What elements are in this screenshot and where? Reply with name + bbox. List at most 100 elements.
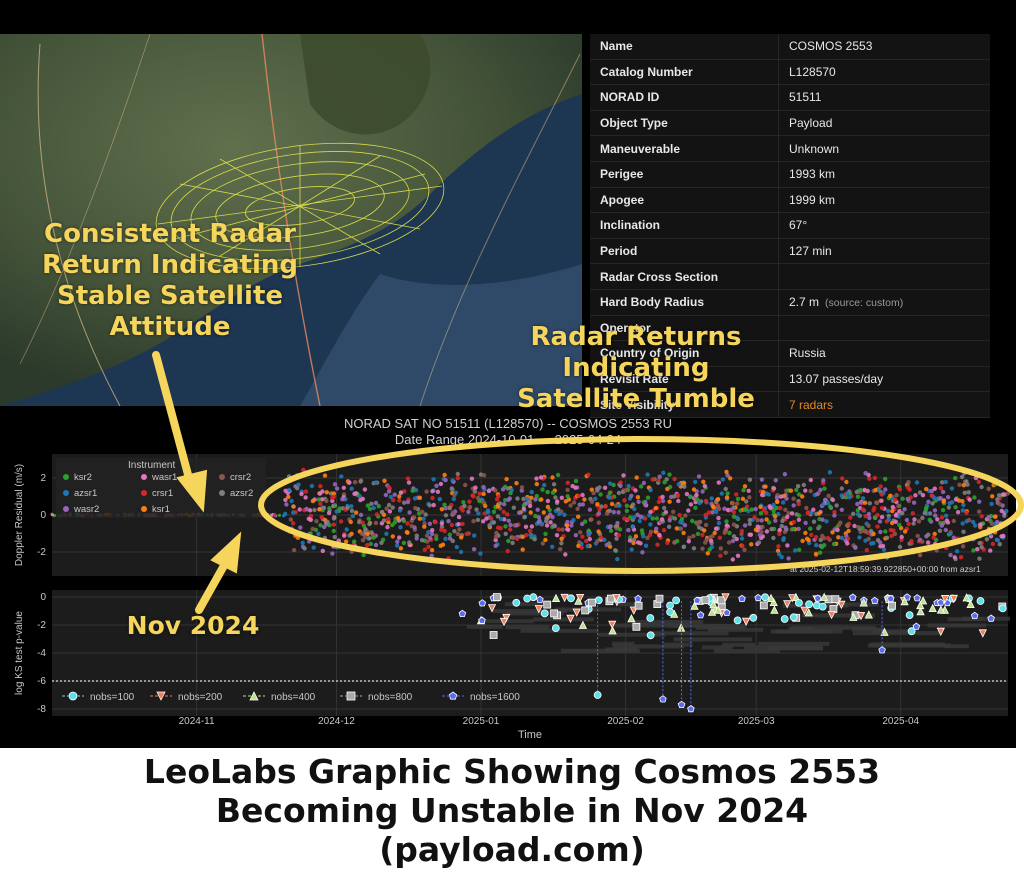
doppler-point xyxy=(443,513,449,518)
doppler-point xyxy=(832,509,837,515)
doppler-point xyxy=(808,526,813,531)
doppler-point xyxy=(495,514,501,519)
doppler-point xyxy=(682,484,687,489)
doppler-point xyxy=(626,527,631,533)
doppler-point xyxy=(719,491,724,496)
doppler-point xyxy=(291,547,297,553)
ks-band xyxy=(707,627,764,632)
doppler-point xyxy=(967,497,972,502)
doppler-point xyxy=(724,469,729,475)
doppler-point xyxy=(791,519,797,525)
ks-point xyxy=(499,617,509,627)
doppler-point xyxy=(291,504,296,509)
doppler-point xyxy=(953,497,959,502)
doppler-point xyxy=(439,527,444,532)
doppler-point xyxy=(867,515,872,521)
doppler-point xyxy=(386,502,392,508)
ks-point xyxy=(741,617,751,626)
doppler-point xyxy=(747,517,752,523)
doppler-point xyxy=(373,542,379,548)
doppler-point xyxy=(349,486,354,491)
doppler-point xyxy=(979,514,984,519)
ks-point xyxy=(788,594,797,603)
doppler-point xyxy=(390,534,395,539)
ks-point xyxy=(805,600,813,609)
doppler-point xyxy=(965,482,970,487)
doppler-point xyxy=(368,541,373,547)
doppler-point xyxy=(679,520,685,525)
doppler-legend-label: ksr2 xyxy=(74,472,92,483)
doppler-point xyxy=(618,480,623,485)
doppler-point xyxy=(661,528,667,533)
doppler-point xyxy=(853,545,858,550)
doppler-point xyxy=(460,508,465,513)
doppler-point xyxy=(360,538,366,543)
doppler-point xyxy=(390,505,395,510)
doppler-point xyxy=(606,495,612,500)
doppler-point xyxy=(909,538,914,544)
doppler-point xyxy=(906,480,911,485)
doppler-point xyxy=(575,506,580,511)
info-row: Revisit Rate 13.07 passes/day xyxy=(590,366,990,393)
doppler-point xyxy=(502,517,507,522)
doppler-point xyxy=(593,496,598,501)
doppler-point xyxy=(645,495,651,500)
doppler-point xyxy=(373,480,378,485)
doppler-point xyxy=(283,497,288,503)
doppler-point xyxy=(752,515,757,520)
doppler-point xyxy=(714,509,719,515)
doppler-point xyxy=(611,509,616,515)
doppler-point xyxy=(460,521,465,527)
doppler-point xyxy=(336,538,341,543)
y-tick-label: -2 xyxy=(37,620,46,631)
doppler-point xyxy=(365,503,371,508)
plot-annotation: at 2025-02-12T18:59:39.922850+00:00 from… xyxy=(790,564,981,574)
doppler-point xyxy=(995,519,1000,525)
doppler-point xyxy=(638,484,644,489)
doppler-point xyxy=(645,472,650,477)
doppler-point xyxy=(808,488,813,494)
doppler-point xyxy=(932,486,937,491)
doppler-point xyxy=(373,500,379,506)
doppler-point xyxy=(927,517,932,522)
doppler-point xyxy=(515,496,520,501)
object-info-panel: Name COSMOS 2553 Catalog Number L128570 NORA… xyxy=(590,34,990,418)
doppler-point xyxy=(803,488,808,493)
doppler-point xyxy=(437,496,442,502)
doppler-point xyxy=(703,522,709,528)
doppler-point xyxy=(796,526,801,532)
doppler-point xyxy=(977,499,982,504)
doppler-point xyxy=(984,537,990,542)
doppler-point xyxy=(565,494,570,499)
doppler-point xyxy=(819,544,825,550)
doppler-point xyxy=(301,467,306,473)
doppler-point xyxy=(621,473,626,478)
doppler-legend-label: azsr2 xyxy=(230,488,253,499)
doppler-point xyxy=(352,539,357,544)
doppler-point xyxy=(636,499,641,504)
info-value-cell xyxy=(778,263,990,290)
doppler-point xyxy=(672,476,677,482)
doppler-point xyxy=(429,547,435,553)
ks-point xyxy=(949,594,958,604)
doppler-point xyxy=(587,507,593,512)
doppler-point xyxy=(493,543,498,548)
ks-band xyxy=(713,649,780,654)
doppler-point xyxy=(905,496,910,502)
doppler-point xyxy=(838,520,843,525)
doppler-point xyxy=(514,481,519,486)
doppler-point xyxy=(873,487,878,493)
info-value-cell xyxy=(778,315,990,342)
doppler-point xyxy=(604,511,610,516)
doppler-point xyxy=(559,495,564,500)
ks-point xyxy=(871,596,879,605)
ks-point xyxy=(687,705,695,713)
doppler-point xyxy=(361,552,366,558)
doppler-point xyxy=(539,497,544,502)
doppler-point xyxy=(289,498,294,504)
doppler-point xyxy=(892,531,898,537)
doppler-point xyxy=(671,494,677,499)
doppler-point xyxy=(582,519,588,524)
doppler-point xyxy=(648,522,653,527)
doppler-point xyxy=(392,492,397,497)
